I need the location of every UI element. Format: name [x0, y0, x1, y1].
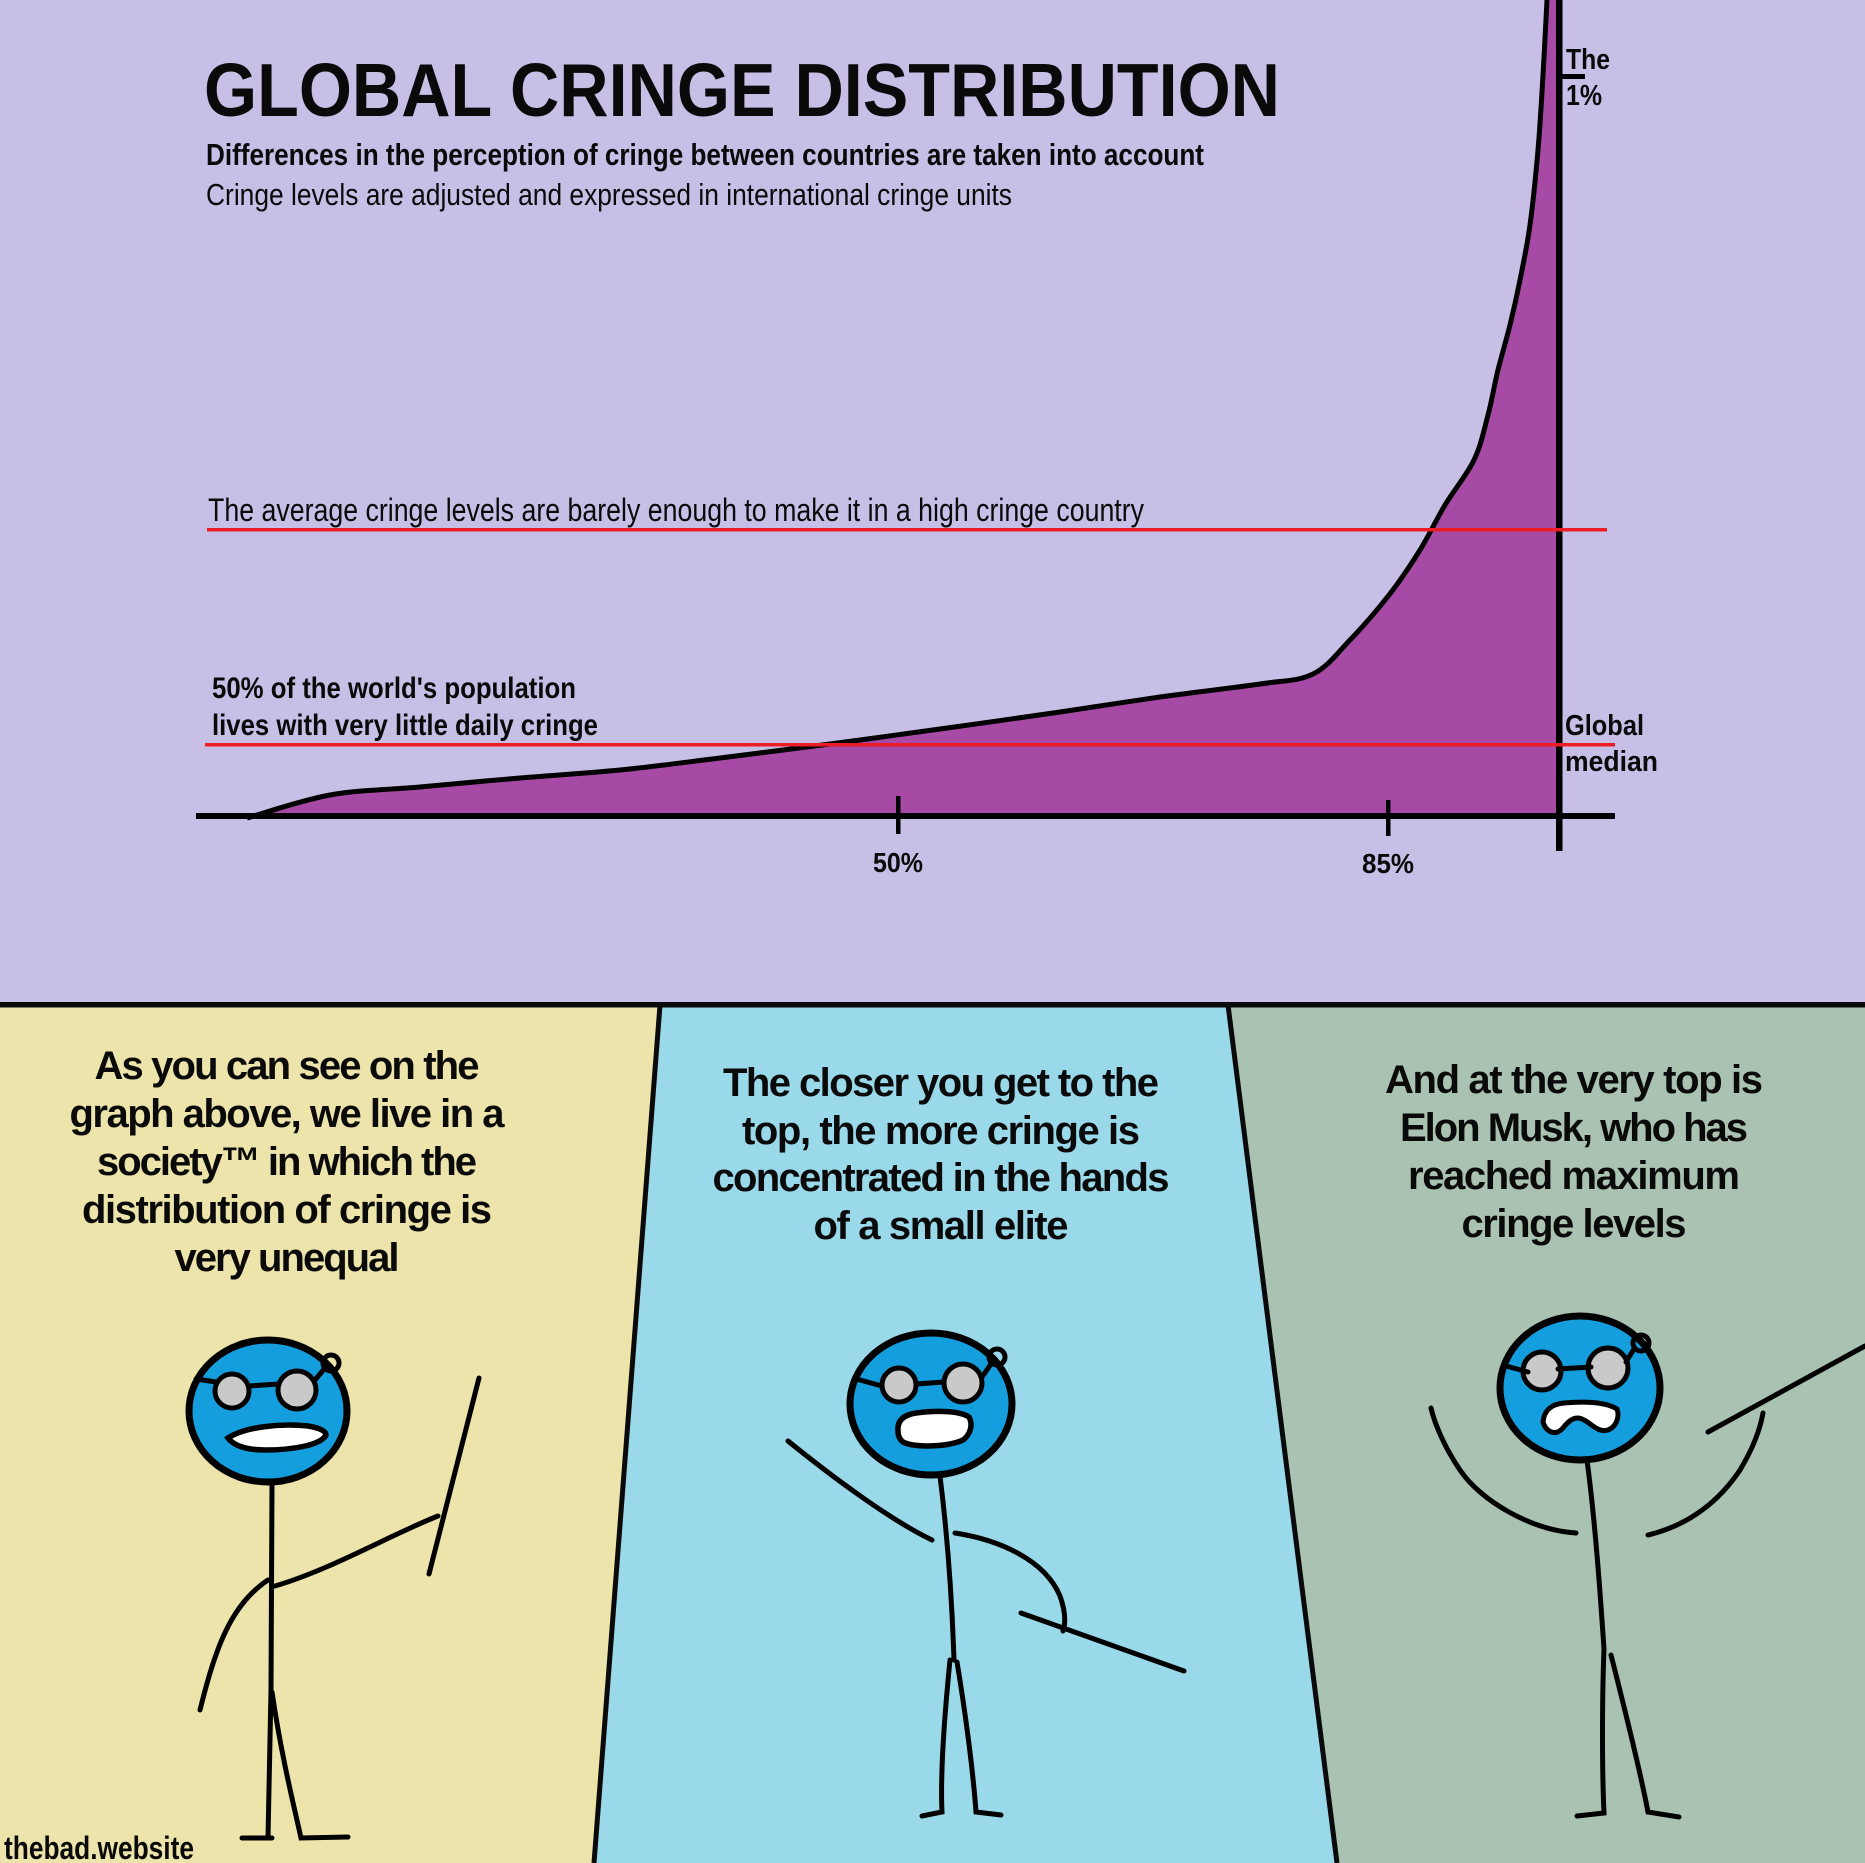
svg-text:top, the more cringe is: top, the more cringe is [742, 1109, 1140, 1153]
svg-text:very unequal: very unequal [175, 1236, 400, 1280]
svg-text:Differences in the perception: Differences in the perception of cringe … [206, 137, 1204, 172]
svg-text:lives with very little daily c: lives with very little daily cringe [212, 709, 598, 742]
svg-text:thebad.website: thebad.website [4, 1830, 194, 1863]
svg-text:50%: 50% [873, 847, 923, 878]
svg-text:concentrated in the hands: concentrated in the hands [713, 1156, 1170, 1200]
svg-text:distribution of cringe is: distribution of cringe is [82, 1188, 492, 1232]
svg-text:85%: 85% [1362, 848, 1414, 879]
svg-text:And at the very top is: And at the very top is [1385, 1058, 1763, 1102]
svg-text:Cringe levels are adjusted and: Cringe levels are adjusted and expressed… [206, 177, 1012, 212]
svg-text:Global: Global [1565, 710, 1644, 742]
svg-text:median: median [1565, 746, 1658, 778]
svg-text:GLOBAL CRINGE DISTRIBUTION: GLOBAL CRINGE DISTRIBUTION [204, 48, 1280, 132]
svg-text:graph above, we live in a: graph above, we live in a [70, 1092, 506, 1136]
svg-text:The: The [1566, 44, 1610, 76]
svg-text:cringe levels: cringe levels [1462, 1202, 1687, 1246]
svg-text:Elon Musk, who has: Elon Musk, who has [1400, 1106, 1748, 1150]
svg-text:As you can see on the: As you can see on the [95, 1044, 480, 1088]
svg-text:reached maximum: reached maximum [1408, 1154, 1740, 1198]
svg-text:1%: 1% [1566, 80, 1602, 112]
svg-text:of a small elite: of a small elite [814, 1204, 1069, 1248]
svg-text:50% of the world's population: 50% of the world's population [212, 672, 576, 705]
svg-text:society™ in which the: society™ in which the [97, 1140, 477, 1184]
svg-text:The closer you get to the: The closer you get to the [723, 1061, 1159, 1105]
svg-text:The average cringe levels are: The average cringe levels are barely eno… [208, 492, 1144, 528]
